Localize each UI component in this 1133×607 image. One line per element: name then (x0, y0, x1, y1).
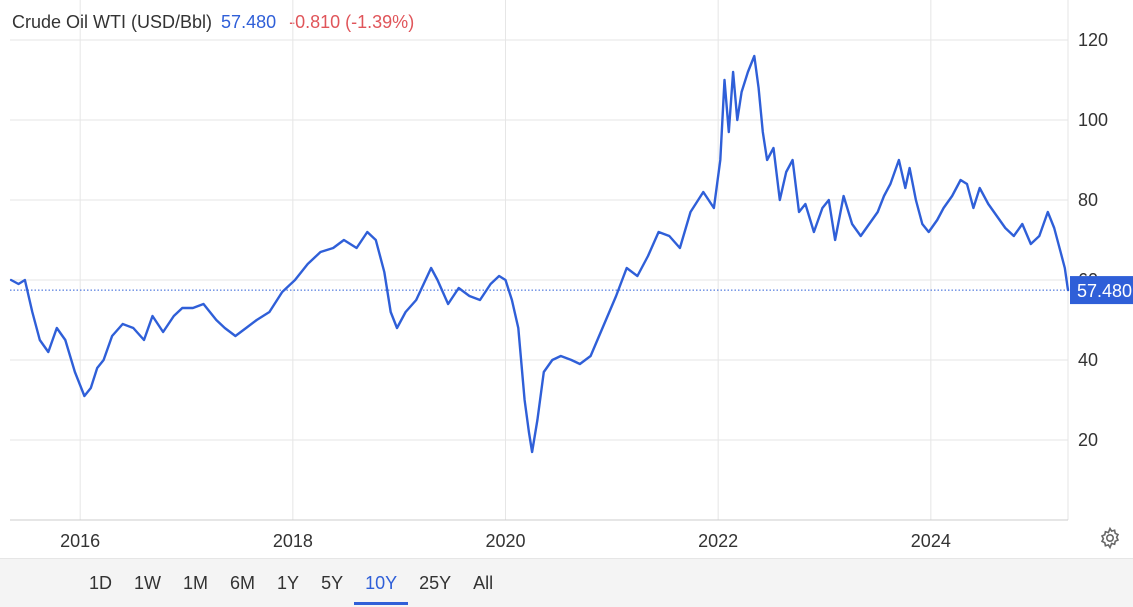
y-axis: 20406080100120 (1078, 30, 1108, 450)
range-button-1d[interactable]: 1D (89, 573, 113, 593)
settings-button[interactable] (1098, 526, 1122, 550)
x-tick-label: 2022 (698, 531, 738, 551)
range-button-1m[interactable]: 1M (183, 573, 209, 593)
current-value-layer: 57.480 (10, 276, 1133, 305)
current-price: 57.480 (221, 12, 277, 32)
series-layer (9, 54, 1070, 454)
current-value-label: 57.480 (1077, 281, 1132, 301)
x-tick-label: 2024 (911, 531, 951, 551)
y-tick-label: 80 (1078, 190, 1098, 210)
range-button-6m[interactable]: 6M (230, 573, 256, 593)
x-tick-label: 2020 (485, 531, 525, 551)
y-tick-label: 40 (1078, 350, 1098, 370)
instrument-title: Crude Oil WTI (USD/Bbl) (12, 12, 213, 32)
range-button-1w[interactable]: 1W (134, 573, 162, 593)
range-button-10y[interactable]: 10Y (354, 559, 409, 605)
range-button-1y[interactable]: 1Y (277, 573, 300, 593)
range-button-25y[interactable]: 25Y (419, 573, 452, 593)
y-tick-label: 100 (1078, 110, 1108, 130)
chart-header: Crude Oil WTI (USD/Bbl) 57.480 -0.810 (-… (12, 12, 414, 33)
gear-icon (1100, 526, 1120, 550)
range-button-5y[interactable]: 5Y (321, 573, 344, 593)
current-value-tag (1070, 276, 1133, 305)
y-tick-label: 120 (1078, 30, 1108, 50)
x-tick-label: 2016 (60, 531, 100, 551)
chart-grid (10, 0, 1069, 521)
price-change: -0.810 (-1.39%) (289, 12, 415, 32)
series-line (9, 54, 1070, 454)
y-tick-label: 20 (1078, 430, 1098, 450)
x-tick-label: 2018 (273, 531, 313, 551)
range-selector-bar: 1D 1W 1M 6M 1Y 5Y 10Y 25Y All (0, 558, 1133, 607)
range-selector: 1D 1W 1M 6M 1Y 5Y 10Y 25Y All (78, 559, 504, 607)
range-button-all[interactable]: All (473, 573, 494, 593)
x-axis: 2016 2018 2020 2022 2024 (60, 531, 951, 551)
